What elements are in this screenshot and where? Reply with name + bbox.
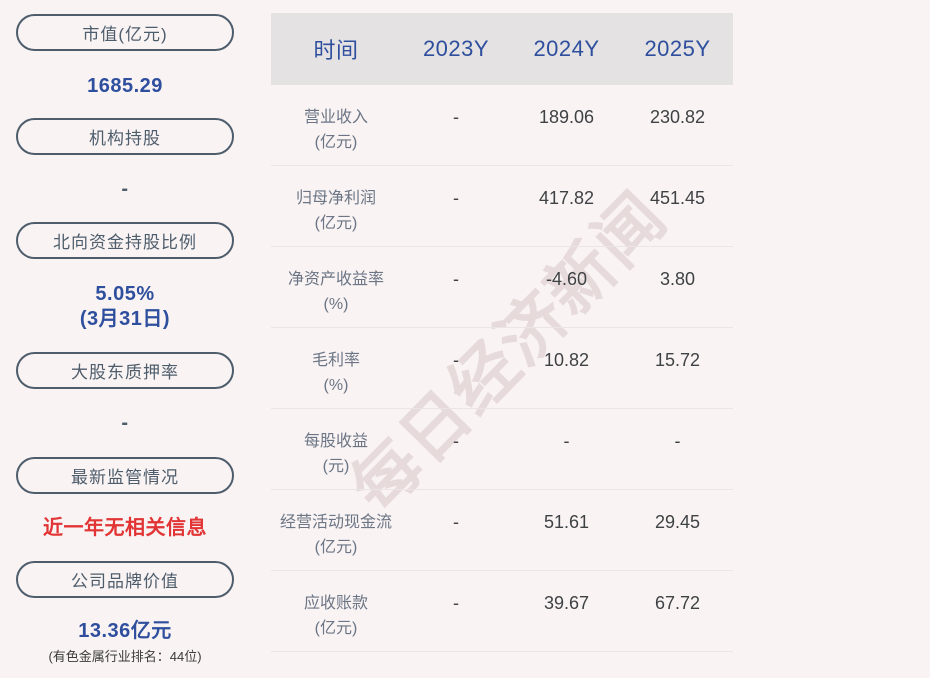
cell-2024: - bbox=[563, 431, 570, 451]
row-label-name: 每股收益 bbox=[303, 433, 368, 450]
row-label: 归母净利润 (亿元) bbox=[271, 166, 401, 246]
cell-2024: -4.60 bbox=[545, 269, 588, 289]
cell-2024: 189.06 bbox=[538, 107, 595, 127]
market-cap-value: 1685.29 bbox=[87, 75, 163, 97]
table-row-revenue: 营业收入 (亿元) - 189.06 230.82 bbox=[271, 85, 733, 166]
institutional-holdings-value: - bbox=[121, 178, 129, 200]
row-label-name: 经营活动现金流 bbox=[279, 514, 392, 531]
column-header-2024y: 2024Y bbox=[533, 36, 600, 61]
northbound-ratio-date: (3月31日) bbox=[79, 308, 171, 330]
pill-latest-regulation: 最新监管情况 bbox=[16, 457, 234, 494]
pill-market-cap-label: 市值(亿元) bbox=[82, 25, 168, 44]
row-label-unit: (亿元) bbox=[314, 215, 358, 232]
row-label-unit: (元) bbox=[322, 458, 350, 475]
table-row-roe: 净资产收益率 (%) - -4.60 3.80 bbox=[271, 247, 733, 328]
pill-northbound-ratio: 北向资金持股比例 bbox=[16, 222, 234, 259]
cell-2025: 3.80 bbox=[659, 269, 696, 289]
financial-data-table: 时间 2023Y 2024Y 2025Y 营业收入 (亿元) - 189.06 … bbox=[271, 13, 733, 652]
cell-2024: 417.82 bbox=[538, 188, 595, 208]
cell-2023: - bbox=[453, 431, 459, 451]
pill-latest-regulation-label: 最新监管情况 bbox=[71, 468, 179, 487]
pill-brand-value-label: 公司品牌价值 bbox=[71, 572, 179, 591]
row-label: 净资产收益率 (%) bbox=[271, 247, 401, 327]
pill-northbound-ratio-label: 北向资金持股比例 bbox=[53, 233, 197, 252]
cell-2023: - bbox=[453, 107, 459, 127]
cell-2025: 29.45 bbox=[654, 512, 701, 532]
row-label: 每股收益 (元) bbox=[271, 409, 401, 489]
column-header-time: 时间 bbox=[313, 38, 359, 63]
cell-2023: - bbox=[453, 188, 459, 208]
table-row-gross-margin: 毛利率 (%) - 10.82 15.72 bbox=[271, 328, 733, 409]
row-label-unit: (%) bbox=[323, 377, 349, 394]
row-label-unit: (亿元) bbox=[314, 620, 358, 637]
row-label-unit: (%) bbox=[323, 296, 349, 313]
cell-2025: 67.72 bbox=[654, 593, 701, 613]
brand-value-amount: 13.36亿元 bbox=[78, 620, 172, 642]
major-shareholder-pledge-value: - bbox=[121, 412, 129, 434]
cell-2025: - bbox=[674, 431, 681, 451]
latest-regulation-value: 近一年无相关信息 bbox=[43, 517, 207, 539]
row-label: 毛利率 (%) bbox=[271, 328, 401, 408]
table-row-eps: 每股收益 (元) - - - bbox=[271, 409, 733, 490]
cell-2023: - bbox=[453, 269, 459, 289]
cell-2023: - bbox=[453, 593, 459, 613]
pill-brand-value: 公司品牌价值 bbox=[16, 561, 234, 598]
northbound-ratio-value: 5.05% bbox=[95, 283, 155, 305]
cell-2025: 451.45 bbox=[649, 188, 706, 208]
row-label-name: 归母净利润 bbox=[295, 190, 376, 207]
cell-2023: - bbox=[453, 350, 459, 370]
row-label-unit: (亿元) bbox=[314, 539, 358, 556]
metrics-sidebar: 市值(亿元) 1685.29 机构持股 - 北向资金持股比例 5.05% (3月… bbox=[16, 0, 234, 678]
row-label-unit: (亿元) bbox=[314, 134, 358, 151]
pill-major-shareholder-pledge: 大股东质押率 bbox=[16, 352, 234, 389]
row-label-name: 毛利率 bbox=[311, 352, 360, 369]
row-label-name: 营业收入 bbox=[303, 109, 368, 126]
table-row-operating-cash-flow: 经营活动现金流 (亿元) - 51.61 29.45 bbox=[271, 490, 733, 571]
pill-major-shareholder-pledge-label: 大股东质押率 bbox=[71, 363, 179, 382]
cell-2024: 51.61 bbox=[543, 512, 590, 532]
cell-2023: - bbox=[453, 512, 459, 532]
column-header-2025y: 2025Y bbox=[644, 36, 711, 61]
pill-institutional-holdings-label: 机构持股 bbox=[89, 129, 161, 148]
table-header-row: 时间 2023Y 2024Y 2025Y bbox=[271, 13, 733, 85]
table-row-accounts-receivable: 应收账款 (亿元) - 39.67 67.72 bbox=[271, 571, 733, 652]
row-label: 应收账款 (亿元) bbox=[271, 571, 401, 651]
brand-value-industry-rank: (有色金属行业排名：44位) bbox=[48, 649, 202, 664]
row-label: 营业收入 (亿元) bbox=[271, 85, 401, 165]
cell-2025: 230.82 bbox=[649, 107, 706, 127]
cell-2025: 15.72 bbox=[654, 350, 701, 370]
pill-institutional-holdings: 机构持股 bbox=[16, 118, 234, 155]
cell-2024: 10.82 bbox=[543, 350, 590, 370]
table-row-net-profit: 归母净利润 (亿元) - 417.82 451.45 bbox=[271, 166, 733, 247]
row-label-name: 应收账款 bbox=[303, 595, 368, 612]
row-label: 经营活动现金流 (亿元) bbox=[271, 490, 401, 570]
pill-market-cap: 市值(亿元) bbox=[16, 14, 234, 51]
column-header-2023y: 2023Y bbox=[422, 36, 490, 61]
cell-2024: 39.67 bbox=[543, 593, 590, 613]
row-label-name: 净资产收益率 bbox=[287, 271, 384, 288]
